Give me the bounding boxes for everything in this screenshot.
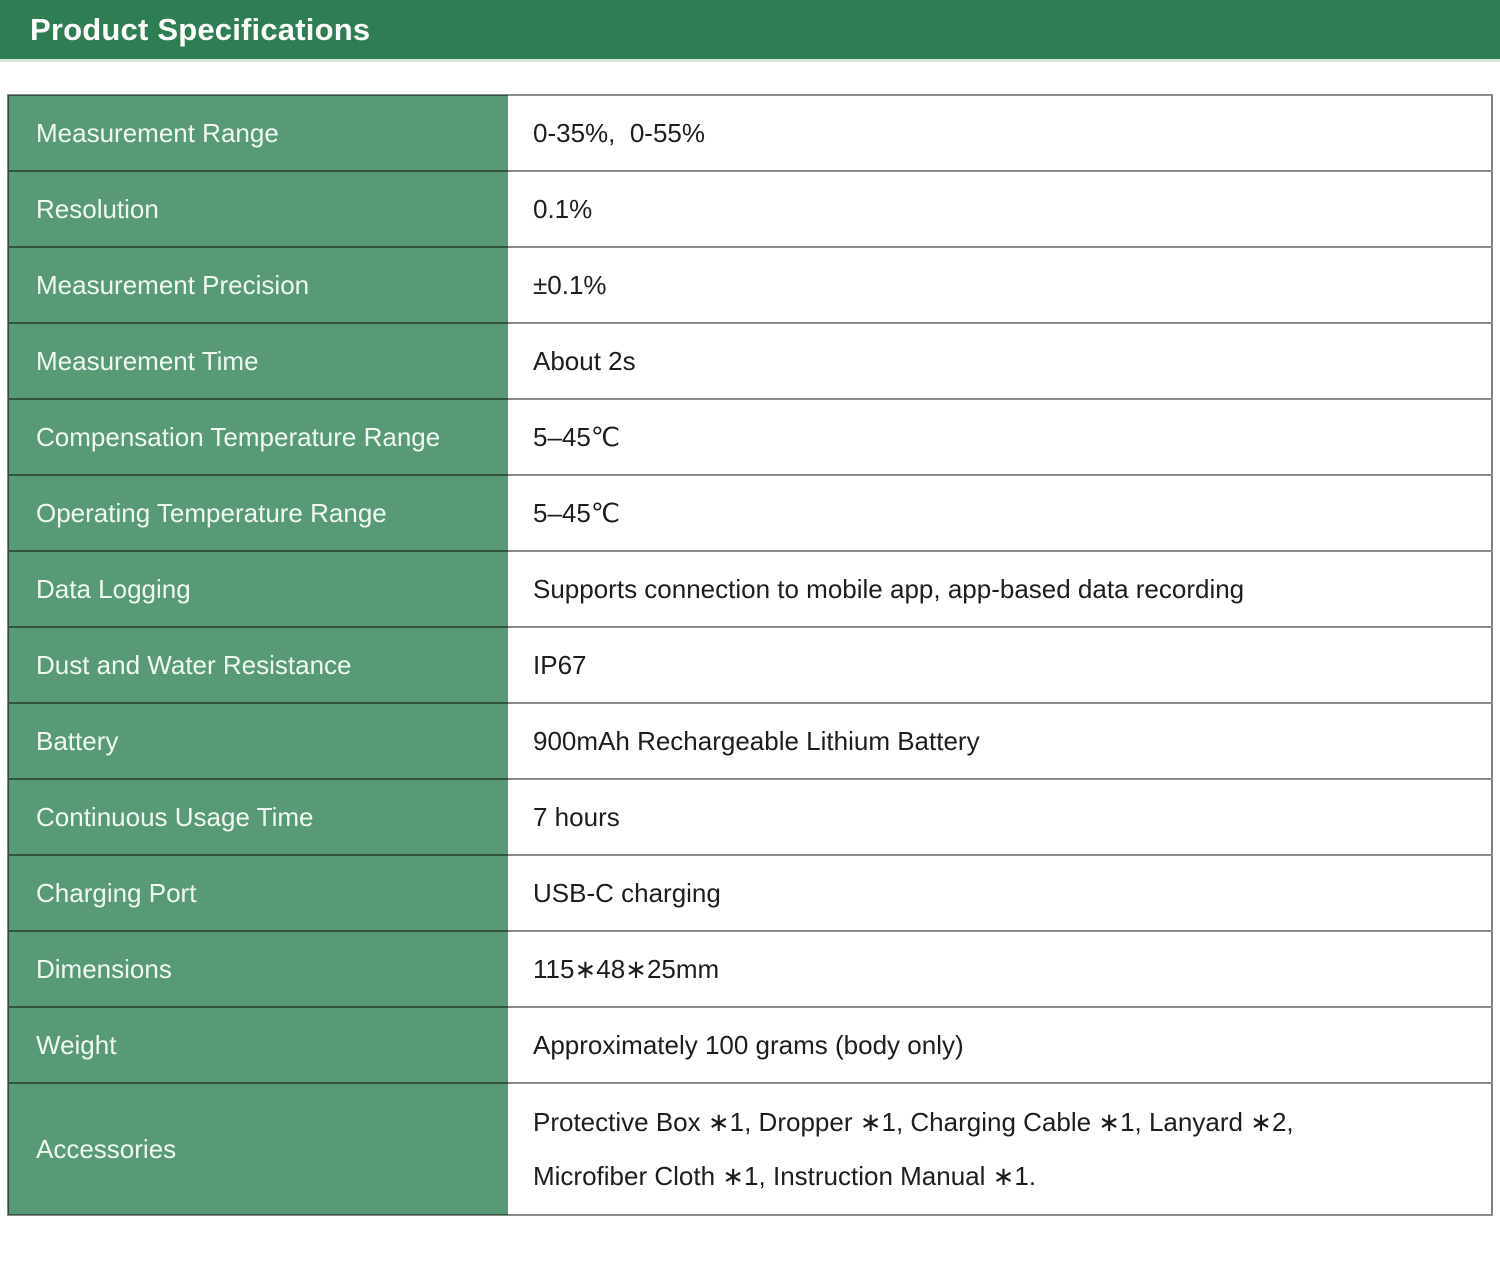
spec-label: Accessories bbox=[8, 1082, 508, 1216]
spec-row: Dust and Water Resistance IP67 bbox=[8, 626, 1492, 704]
spec-row: Compensation Temperature Range 5–45℃ bbox=[8, 398, 1492, 476]
spec-value: 0.1% bbox=[508, 170, 1492, 248]
spec-row: Data Logging Supports connection to mobil… bbox=[8, 550, 1492, 628]
page-title: Product Specifications bbox=[30, 11, 371, 47]
spec-row: Measurement Precision ±0.1% bbox=[8, 246, 1492, 324]
spec-row: Measurement Range 0-35%, 0-55% bbox=[8, 94, 1492, 172]
spec-row: Weight Approximately 100 grams (body only… bbox=[8, 1006, 1492, 1084]
spec-label: Data Logging bbox=[8, 550, 508, 628]
spec-label: Battery bbox=[8, 702, 508, 780]
spec-value: IP67 bbox=[508, 626, 1492, 704]
spec-row: Accessories Protective Box ∗1, Dropper ∗1… bbox=[8, 1082, 1492, 1216]
spec-value: 0-35%, 0-55% bbox=[508, 94, 1492, 172]
spec-value: 7 hours bbox=[508, 778, 1492, 856]
spec-label: Compensation Temperature Range bbox=[8, 398, 508, 476]
spec-label: Dimensions bbox=[8, 930, 508, 1008]
spec-value: 900mAh Rechargeable Lithium Battery bbox=[508, 702, 1492, 780]
spec-value: Approximately 100 grams (body only) bbox=[508, 1006, 1492, 1084]
spec-value: Protective Box ∗1, Dropper ∗1, Charging … bbox=[508, 1082, 1492, 1216]
spec-table-body: Measurement Range 0-35%, 0-55% Resolution 0… bbox=[8, 94, 1492, 1216]
spec-row: Dimensions 115∗48∗25mm bbox=[8, 930, 1492, 1008]
spec-label: Operating Temperature Range bbox=[8, 474, 508, 552]
spec-value: ±0.1% bbox=[508, 246, 1492, 324]
spec-label: Measurement Precision bbox=[8, 246, 508, 324]
spec-row: Resolution 0.1% bbox=[8, 170, 1492, 248]
spec-value: USB-C charging bbox=[508, 854, 1492, 932]
spec-value: Supports connection to mobile app, app-b… bbox=[508, 550, 1492, 628]
spec-label: Dust and Water Resistance bbox=[8, 626, 508, 704]
spec-row: Continuous Usage Time 7 hours bbox=[8, 778, 1492, 856]
spec-label: Weight bbox=[8, 1006, 508, 1084]
spec-row: Operating Temperature Range 5–45℃ bbox=[8, 474, 1492, 552]
spec-label: Resolution bbox=[8, 170, 508, 248]
spec-value: 115∗48∗25mm bbox=[508, 930, 1492, 1008]
spec-label: Continuous Usage Time bbox=[8, 778, 508, 856]
spec-label: Charging Port bbox=[8, 854, 508, 932]
spec-value: 5–45℃ bbox=[508, 474, 1492, 552]
page-header: Product Specifications bbox=[0, 0, 1500, 62]
spec-label: Measurement Time bbox=[8, 322, 508, 400]
spec-table: Measurement Range 0-35%, 0-55% Resolution 0… bbox=[7, 94, 1493, 1216]
spec-label: Measurement Range bbox=[8, 94, 508, 172]
spec-row: Measurement Time About 2s bbox=[8, 322, 1492, 400]
spec-value: About 2s bbox=[508, 322, 1492, 400]
spec-row: Battery 900mAh Rechargeable Lithium Batte… bbox=[8, 702, 1492, 780]
spec-value: 5–45℃ bbox=[508, 398, 1492, 476]
spec-row: Charging Port USB-C charging bbox=[8, 854, 1492, 932]
